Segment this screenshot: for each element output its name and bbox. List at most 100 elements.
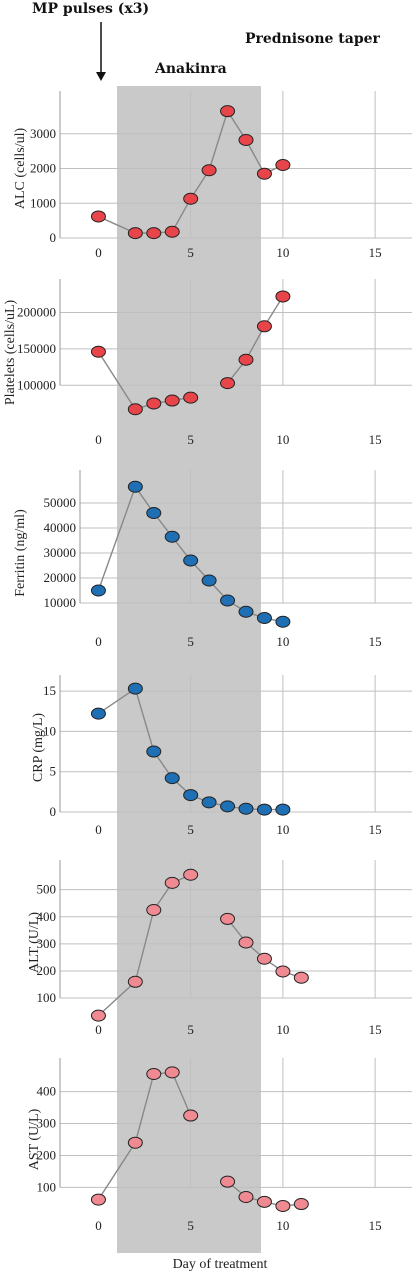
data-point (183, 554, 199, 567)
y-tick-label: 200 (37, 1147, 57, 1162)
data-point (164, 1066, 180, 1079)
data-point (127, 227, 143, 240)
x-tick-label: 15 (369, 1022, 382, 1037)
data-point (238, 134, 254, 147)
y-tick-label: 100000 (17, 377, 56, 392)
x-tick-label: 5 (187, 1022, 194, 1037)
x-tick-label: 15 (369, 432, 382, 447)
y-tick-label: 5 (50, 764, 57, 779)
panel-6: 100 200 300 400 0 5 10 15 AST (U/L) (27, 1058, 412, 1233)
y-tick-label: 150000 (17, 341, 56, 356)
data-point (183, 192, 199, 205)
y-tick-label: 300 (37, 1116, 57, 1131)
x-tick-label: 0 (95, 245, 102, 260)
y-tick-label: 1000 (30, 195, 56, 210)
data-point (238, 802, 254, 815)
data-point (164, 394, 180, 407)
mp-pulses-arrow-head (96, 72, 106, 81)
panel-5: 100 200 300 400 500 0 5 10 15 ALT (U/L) (27, 860, 412, 1037)
x-tick-label: 15 (369, 245, 382, 260)
data-point (275, 965, 291, 978)
data-point (238, 1191, 254, 1204)
data-point (201, 796, 217, 809)
y-tick-label: 0 (50, 230, 57, 245)
data-point (183, 391, 199, 404)
series-line (97, 485, 284, 623)
y-axis-label: Platelets (cells/uL) (3, 299, 18, 405)
data-point (90, 210, 106, 223)
series-line (227, 296, 284, 384)
data-point (183, 1109, 199, 1122)
x-tick-label: 5 (187, 822, 194, 837)
x-tick-label: 10 (276, 1218, 289, 1233)
x-tick-label: 0 (95, 634, 102, 649)
data-point (146, 507, 162, 519)
prednisone-taper-label: Prednisone taper (245, 31, 381, 47)
data-point (293, 1198, 309, 1211)
anakinra-shaded-period (117, 86, 261, 1253)
x-tick-label: 10 (276, 432, 289, 447)
y-tick-label: 0 (50, 804, 57, 819)
x-tick-label: 10 (276, 1022, 289, 1037)
data-point (275, 290, 291, 303)
panel-4: 0 5 10 15 0 5 10 15 CRP (mg/L) (31, 675, 412, 837)
x-tick-label: 15 (369, 822, 382, 837)
x-axis-label: Day of treatment (173, 1257, 268, 1272)
data-point (238, 936, 254, 949)
data-point (164, 530, 180, 543)
y-tick-label: 20000 (44, 570, 77, 585)
data-point (256, 167, 272, 180)
y-tick-label: 400 (37, 1084, 57, 1099)
data-point (256, 803, 272, 816)
anakinra-label: Anakinra (154, 61, 227, 77)
data-point (146, 1067, 162, 1080)
data-point (275, 1199, 291, 1212)
panel-3: 10000 20000 30000 40000 50000 0 5 10 15 Ferritin … (13, 470, 412, 649)
data-point (183, 789, 199, 802)
y-tick-label: 50000 (44, 495, 77, 510)
data-point (256, 320, 272, 333)
y-tick-label: 15 (43, 683, 56, 698)
data-point (90, 707, 106, 720)
y-axis-label: AST (U/L) (27, 1108, 42, 1170)
data-point (90, 345, 106, 358)
data-point (220, 800, 236, 813)
data-point (127, 682, 143, 695)
y-tick-label: 10000 (44, 595, 77, 610)
x-tick-label: 15 (369, 1218, 382, 1233)
data-point (146, 397, 162, 410)
y-tick-label: 200000 (17, 304, 56, 319)
panel-2: 100000 150000 200000 0 5 10 15 Platelets (cells… (3, 279, 412, 447)
y-axis-label: ALT (U/L) (27, 912, 42, 973)
data-point (238, 353, 254, 366)
data-point (256, 612, 272, 624)
y-tick-label: 200 (37, 963, 57, 978)
data-point (183, 868, 199, 881)
data-point (238, 605, 254, 618)
data-point (256, 952, 272, 965)
data-point (220, 105, 236, 118)
y-tick-label: 3000 (30, 126, 56, 141)
y-tick-label: 100 (37, 990, 57, 1005)
data-point (293, 971, 309, 984)
x-tick-label: 5 (187, 432, 194, 447)
x-tick-label: 15 (369, 634, 382, 649)
y-tick-label: 100 (37, 1179, 57, 1194)
data-point (220, 1175, 236, 1188)
x-tick-label: 5 (187, 634, 194, 649)
x-tick-label: 10 (276, 245, 289, 260)
y-tick-label: 30000 (44, 545, 77, 560)
data-point (127, 1136, 143, 1149)
x-tick-label: 0 (95, 1218, 102, 1233)
x-tick-label: 0 (95, 1022, 102, 1037)
series-line (98, 109, 284, 234)
data-point (127, 975, 143, 988)
data-point (90, 1009, 106, 1022)
data-point (220, 912, 236, 925)
data-point (127, 480, 143, 493)
y-tick-label: 10 (43, 723, 56, 738)
data-point (256, 1195, 272, 1208)
data-point (275, 159, 291, 172)
